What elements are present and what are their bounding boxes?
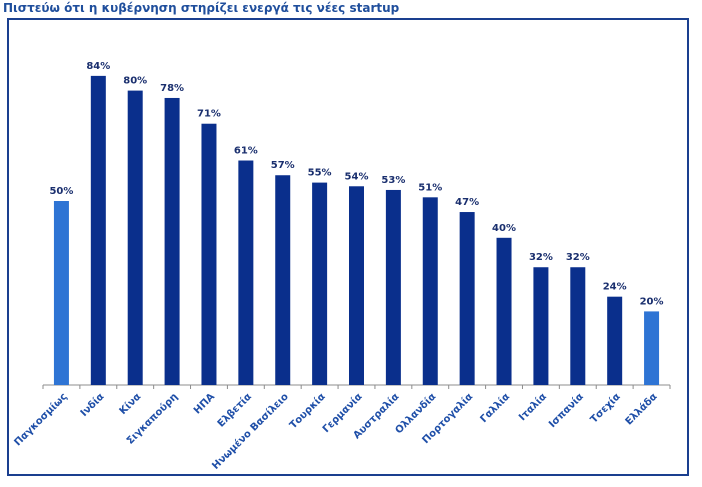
value-label: 84% (86, 61, 110, 72)
x-axis-ticks (42, 385, 671, 389)
value-label: 54% (345, 171, 369, 182)
value-label: 32% (566, 252, 590, 263)
chart-frame (7, 18, 689, 476)
bar (90, 75, 106, 385)
bar (385, 189, 401, 385)
category-label: Ισπανία (546, 391, 586, 431)
value-label: 57% (271, 160, 295, 171)
bar (53, 201, 69, 385)
bar (570, 267, 586, 385)
value-label: 80% (123, 76, 147, 87)
category-label: Κίνα (117, 391, 143, 417)
value-label: 40% (492, 223, 516, 234)
value-label: 78% (160, 83, 184, 94)
value-label: 50% (49, 186, 73, 197)
value-label: 61% (234, 146, 258, 157)
category-label: Τσεχία (588, 391, 623, 426)
bar (422, 197, 438, 385)
value-label: 24% (603, 282, 627, 293)
bar (312, 182, 328, 385)
bars (53, 75, 660, 386)
value-label: 53% (381, 175, 405, 186)
bar (349, 186, 364, 385)
value-label: 55% (308, 168, 332, 179)
value-label: 20% (640, 296, 664, 307)
category-label: Ελβετία (215, 391, 254, 430)
value-label: 47% (455, 197, 479, 208)
bar (201, 123, 217, 385)
bar (275, 175, 291, 385)
bar (164, 97, 180, 386)
bar (238, 160, 254, 385)
bar (127, 90, 143, 385)
bar (607, 296, 623, 385)
category-label: Παγκοσμίως (12, 391, 70, 449)
category-label: Ελλάδα (623, 391, 660, 428)
bar (496, 237, 512, 385)
category-label: Ιταλία (516, 391, 549, 424)
value-label: 32% (529, 252, 553, 263)
category-label: ΗΠΑ (192, 391, 217, 416)
bar (459, 212, 475, 385)
chart-title: Πιστεύω ότι η κυβέρνηση στηρίζει ενεργά … (3, 1, 400, 15)
value-label: 71% (197, 109, 221, 120)
value-label: 51% (418, 182, 442, 193)
bar (533, 267, 549, 385)
category-label: Γαλλία (478, 391, 513, 426)
bar (644, 311, 660, 385)
value-labels: 50% 84% 80% 78% 71% 61% 57% 55% 54% 53% 51% 47% 40% 3… (49, 61, 663, 308)
category-label: Ινδία (78, 391, 106, 419)
